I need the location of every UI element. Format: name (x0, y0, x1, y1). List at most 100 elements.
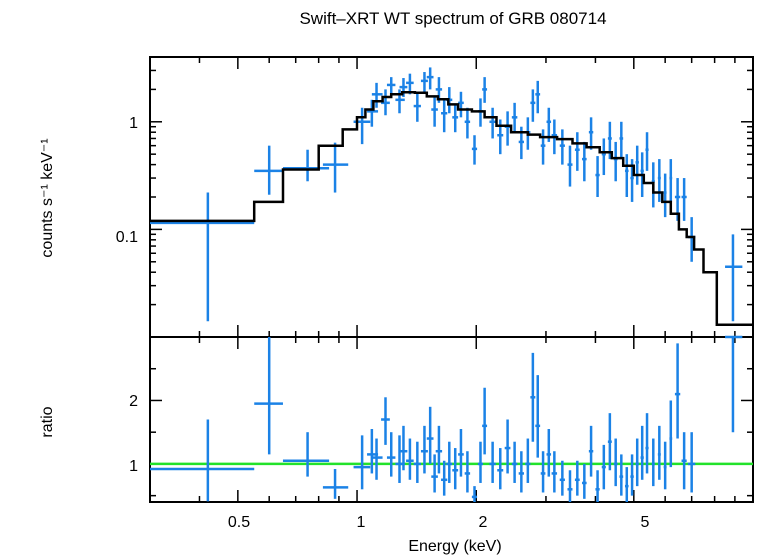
ratio-data-point (635, 438, 639, 487)
spectrum-data-point (669, 159, 673, 202)
ratio-data-point (426, 406, 434, 464)
ratio-data-point (420, 425, 428, 474)
spectrum-data-point (458, 91, 464, 118)
spectrum-data-point (574, 132, 580, 171)
ratio-data-point (582, 463, 587, 499)
ratio-data-point (458, 429, 464, 477)
ratio-data-point (150, 419, 255, 502)
spectrum-data-point (386, 77, 396, 96)
ratio-data-point (551, 451, 558, 493)
ratio-data-point (413, 441, 421, 483)
ratio-data-point (663, 441, 667, 490)
spectrum-data-point (150, 192, 255, 322)
ratio-data-point (399, 425, 408, 471)
spectrum-data-point (413, 93, 421, 122)
model-step-line (150, 91, 753, 326)
spectrum-data-point (464, 107, 471, 139)
ratio-data-point (477, 441, 483, 483)
spectrum-data-point (420, 72, 428, 92)
ratio-data-point (574, 460, 580, 496)
spectrum-data-point (663, 173, 667, 218)
ratio-data-point (588, 425, 594, 477)
spectrum-data-point (582, 141, 587, 182)
ratio-data-point (371, 438, 383, 480)
ratio-data-point (482, 387, 488, 455)
spectrum-data-point (595, 156, 600, 197)
spectrum-data-point (588, 117, 594, 150)
spectrum-data-point (613, 141, 618, 182)
x-axis-label: Energy (keV) (408, 538, 501, 555)
ratio-data-point (518, 451, 524, 493)
ratio-data-point (446, 441, 453, 483)
chart-title: Swift–XRT WT spectrum of GRB 080714 (299, 9, 606, 28)
ratio-data-point (504, 419, 511, 474)
ratio-data-point (441, 460, 448, 496)
ratio-data-point (471, 486, 478, 502)
spectrum-data-point (624, 154, 629, 197)
ratio-data-point (607, 413, 612, 471)
ratio-data-point (431, 454, 438, 493)
ratio-data-point (386, 432, 396, 477)
ratio-data-points (150, 335, 743, 502)
spectrum-data-point (504, 111, 511, 146)
spectrum-data-point (489, 107, 496, 139)
spectrum-data-point (511, 102, 518, 133)
spectrum-data-point (406, 73, 414, 95)
ratio-data-point (619, 454, 624, 496)
spectrum-data-point (371, 82, 383, 108)
ratio-data-point (540, 451, 546, 493)
y-tick-label-1: 1 (129, 115, 138, 132)
ratio-data-point (681, 432, 687, 490)
x-tick-label-0.5: 0.5 (228, 514, 250, 531)
ratio-data-point (530, 352, 536, 442)
x-tick-label-5: 5 (641, 514, 650, 531)
ratio-data-point (624, 467, 629, 502)
spectrum-data-point (635, 145, 639, 185)
ratio-data-point (601, 444, 606, 490)
spectrum-data-point (322, 142, 349, 193)
ratio-data-point (645, 413, 649, 474)
ratio-axis-label: ratio (39, 406, 56, 437)
spectrum-data-point (645, 132, 649, 171)
ratio-data-point (525, 438, 531, 483)
ratio-tick-label-2: 2 (129, 393, 138, 410)
spectrum-data-point (681, 178, 687, 221)
spectrum-data-point (441, 99, 448, 133)
spectrum-data-point (567, 145, 573, 187)
spectrum-data-point (431, 96, 438, 127)
y-tick-label-0.1: 0.1 (116, 229, 138, 246)
spectrum-data-point (657, 159, 661, 202)
spectrum-data-point (254, 145, 283, 195)
spectrum-data-point (482, 77, 488, 103)
ratio-data-point (613, 438, 618, 487)
spectrum-data-point (601, 138, 606, 176)
ratio-data-point (489, 441, 496, 483)
spectrum-data-point (426, 67, 434, 90)
spectrum-data-point (381, 89, 390, 116)
spectrum-data-point (399, 78, 408, 97)
y-axis-label: counts s⁻¹ keV⁻¹ (39, 138, 56, 257)
ratio-axis-ticks (149, 337, 753, 502)
ratio-data-point (559, 460, 565, 496)
ratio-data-point (435, 425, 443, 474)
spectrum-axis-ticks (149, 57, 753, 337)
spectrum-data-point (535, 80, 541, 114)
ratio-tick-label-1: 1 (129, 458, 138, 475)
ratio-data-point (511, 441, 518, 483)
ratio-data-point (535, 375, 541, 458)
x-tick-label-1: 1 (357, 514, 366, 531)
ratio-data-point (640, 425, 644, 480)
ratio-data-point (546, 429, 552, 477)
ratio-data-point (567, 470, 573, 502)
ratio-data-point (725, 335, 743, 433)
ratio-data-point (497, 448, 504, 490)
ratio-data-point (254, 337, 283, 455)
ratio-data-point (674, 343, 681, 439)
x-tick-label-2: 2 (479, 514, 488, 531)
spectrum-data-point (452, 104, 459, 133)
spectrum-data-point (619, 121, 624, 160)
ratio-data-point (322, 469, 349, 499)
ratio-data-point (630, 454, 634, 496)
ratio-data-point (595, 470, 600, 502)
